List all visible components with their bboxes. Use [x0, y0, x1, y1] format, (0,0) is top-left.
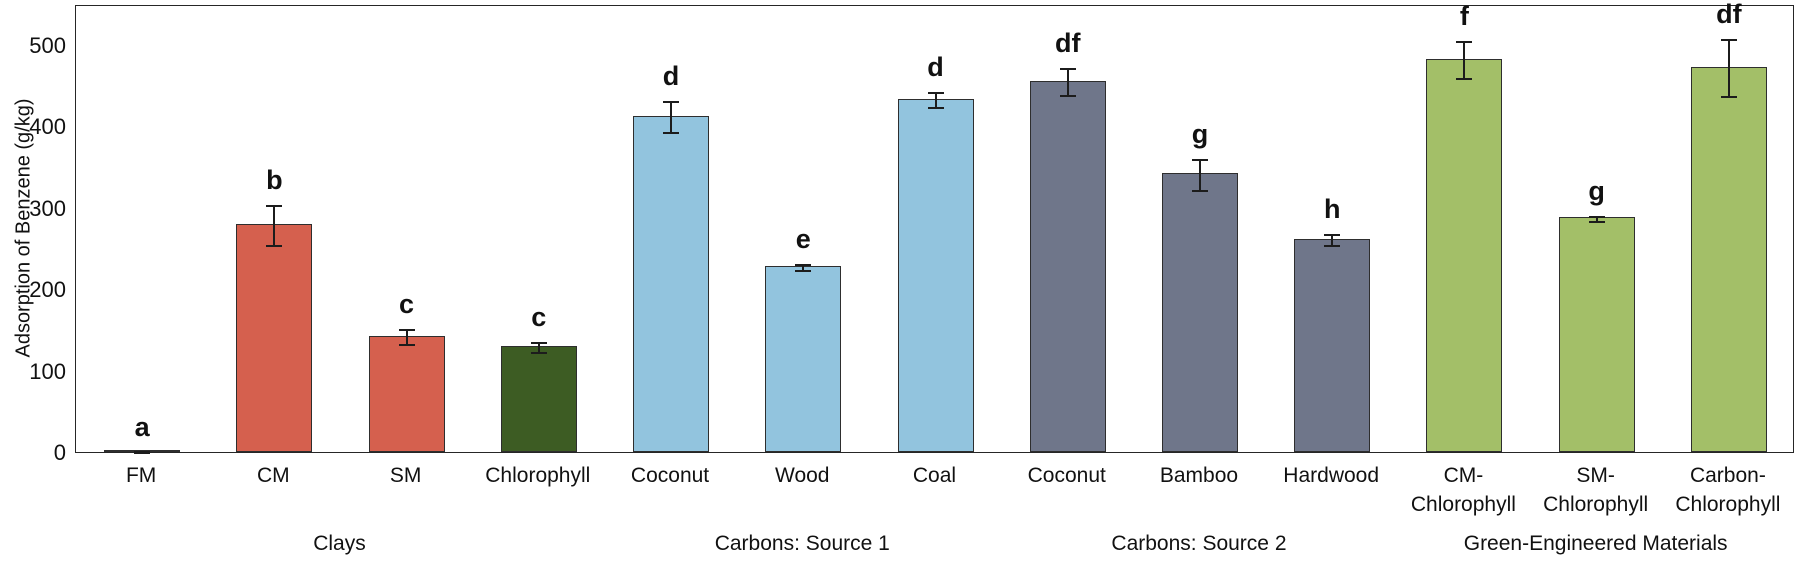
error-bar-cap-bottom — [530, 351, 547, 354]
y-tick-label: 200 — [29, 277, 66, 303]
x-category-label: Coconut — [1027, 464, 1106, 487]
y-tick-label: 0 — [53, 440, 66, 465]
x-category-label: Carbon- Chlorophyll — [1675, 464, 1781, 516]
plot-area: a b c c d e d df g h f g df — [75, 0, 1794, 454]
bar — [897, 98, 974, 452]
error-bar-cap-top — [663, 101, 680, 104]
error-bar-cap-bottom — [1720, 96, 1737, 99]
error-bar-cap-top — [1191, 159, 1208, 162]
error-bar-line — [1066, 67, 1069, 98]
error-bar-cap-top — [795, 264, 812, 267]
error-bar-cap-bottom — [1588, 220, 1605, 223]
error-bar-cap-bottom — [1324, 245, 1341, 248]
x-category-label: Wood — [775, 464, 830, 487]
error-bar-cap-top — [927, 92, 944, 95]
bar — [368, 335, 445, 452]
x-category-label: Bamboo — [1159, 464, 1239, 487]
significance-letter: g — [1588, 176, 1605, 207]
x-category-label: SM- Chlorophyll — [1543, 464, 1649, 516]
error-bar-cap-top — [1324, 234, 1341, 237]
error-bar-cap-top — [1720, 39, 1737, 42]
error-bar-cap-bottom — [1059, 95, 1076, 98]
x-category-label: Hardwood — [1283, 464, 1380, 487]
error-bar-cap-bottom — [1191, 189, 1208, 192]
significance-letter: c — [399, 288, 415, 319]
group-label: Carbons: Source 2 — [1111, 532, 1287, 555]
error-bar-cap-top — [530, 342, 547, 345]
significance-letter: b — [266, 164, 283, 195]
error-bar-cap-bottom — [795, 270, 812, 273]
error-bar-cap-bottom — [1456, 78, 1473, 81]
bar — [1558, 217, 1635, 452]
error-bar-line — [1595, 216, 1598, 223]
bar — [1426, 58, 1503, 452]
error-bar-cap-top — [1059, 67, 1076, 70]
group-label: Green-Engineered Materials — [1463, 532, 1728, 555]
x-category-label: Chlorophyll — [485, 464, 591, 487]
x-category-label: Coal — [912, 464, 957, 487]
x-category-label: Coconut — [630, 464, 710, 487]
significance-letter: g — [1191, 119, 1209, 150]
significance-letter: h — [1323, 194, 1341, 225]
x-category-label: CM- Chlorophyll — [1410, 464, 1516, 516]
significance-letter: f — [1459, 1, 1469, 32]
error-bar-cap-top — [1456, 41, 1473, 44]
error-bar-cap-top — [398, 328, 415, 331]
y-tick-label: 100 — [29, 358, 66, 384]
error-bar-line — [1463, 41, 1466, 81]
bar — [1161, 173, 1238, 452]
bar — [765, 266, 842, 452]
significance-letter: d — [662, 61, 680, 92]
y-tick-label: 400 — [29, 114, 66, 140]
significance-letter: a — [134, 411, 150, 442]
bar — [1690, 66, 1767, 452]
error-bar-cap-top — [266, 204, 283, 207]
significance-letter: c — [531, 302, 547, 333]
group-label: Carbons: Source 1 — [714, 532, 890, 555]
significance-letter: e — [795, 224, 811, 255]
x-category-label: FM — [125, 464, 157, 487]
error-bar-line — [1727, 39, 1730, 99]
error-bar-line — [537, 342, 540, 354]
x-category-label: CM — [256, 464, 290, 487]
error-bar-line — [1198, 159, 1201, 192]
y-tick-label: 500 — [29, 32, 66, 58]
error-bar-line — [1331, 234, 1334, 248]
error-bar-cap-bottom — [134, 451, 151, 454]
error-bar-line — [273, 204, 276, 248]
bar — [1294, 238, 1371, 452]
group-label: Clays — [313, 532, 366, 555]
error-bar-cap-top — [1588, 216, 1605, 219]
error-bar-cap-bottom — [927, 106, 944, 109]
error-bar-line — [802, 264, 805, 273]
error-bar-cap-bottom — [663, 131, 680, 134]
x-category-label: SM — [389, 464, 422, 487]
bar — [633, 115, 710, 452]
error-bar-line — [934, 92, 937, 109]
significance-letter: d — [927, 52, 944, 83]
error-bar-line — [670, 101, 673, 134]
significance-letter: df — [1716, 0, 1742, 30]
significance-letter: df — [1054, 27, 1081, 58]
y-tick-label: 300 — [29, 195, 66, 221]
bar — [500, 346, 577, 452]
error-bar-cap-bottom — [398, 344, 415, 347]
error-bar-cap-bottom — [266, 245, 283, 248]
bar — [236, 223, 313, 452]
bar — [1029, 80, 1106, 452]
error-bar-line — [405, 328, 408, 347]
